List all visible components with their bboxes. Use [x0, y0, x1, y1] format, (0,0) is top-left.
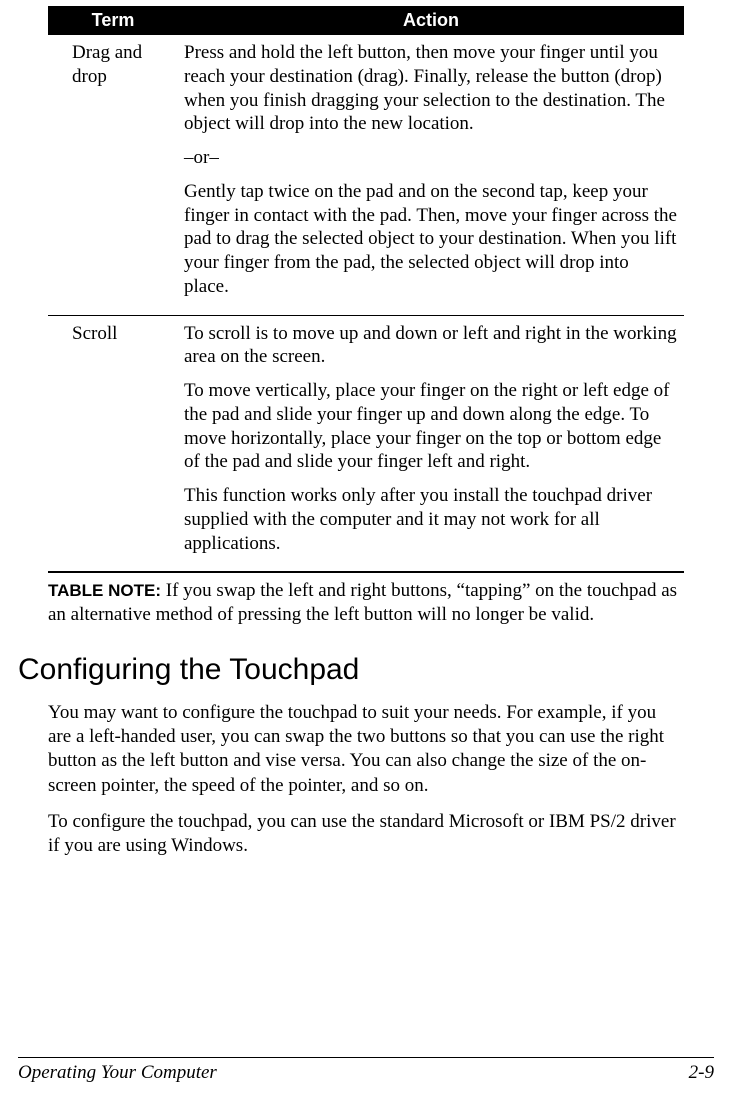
table-header-row: Term Action: [48, 6, 684, 35]
action-paragraph: This function works only after you insta…: [184, 484, 678, 555]
content-area: Term Action Drag and drop Press and hold…: [0, 0, 732, 1057]
terms-table: Term Action Drag and drop Press and hold…: [48, 6, 684, 571]
header-term: Term: [48, 6, 178, 35]
footer-right: 2-9: [689, 1062, 714, 1084]
page: Term Action Drag and drop Press and hold…: [0, 0, 732, 1098]
action-cell: Press and hold the left button, then mov…: [178, 35, 684, 315]
table-row: Scroll To scroll is to move up and down …: [48, 315, 684, 571]
body-paragraph: To configure the touchpad, you can use t…: [48, 810, 684, 859]
action-cell: To scroll is to move up and down or left…: [178, 315, 684, 571]
table-bottom-rule: [48, 571, 684, 573]
section-heading: Configuring the Touchpad: [18, 653, 684, 687]
action-paragraph: Gently tap twice on the pad and on the s…: [184, 180, 678, 299]
body-paragraph: You may want to configure the touchpad t…: [48, 701, 684, 798]
term-cell: Drag and drop: [48, 35, 178, 315]
action-paragraph: To scroll is to move up and down or left…: [184, 322, 678, 370]
table-note: TABLE NOTE: If you swap the left and rig…: [48, 579, 684, 627]
table-note-label: TABLE NOTE:: [48, 581, 161, 600]
term-cell: Scroll: [48, 315, 178, 571]
footer-left: Operating Your Computer: [18, 1062, 217, 1084]
header-action: Action: [178, 6, 684, 35]
table-row: Drag and drop Press and hold the left bu…: [48, 35, 684, 315]
action-paragraph: –or–: [184, 146, 678, 170]
action-paragraph: To move vertically, place your finger on…: [184, 379, 678, 474]
page-footer: Operating Your Computer 2-9: [18, 1057, 714, 1084]
action-paragraph: Press and hold the left button, then mov…: [184, 41, 678, 136]
